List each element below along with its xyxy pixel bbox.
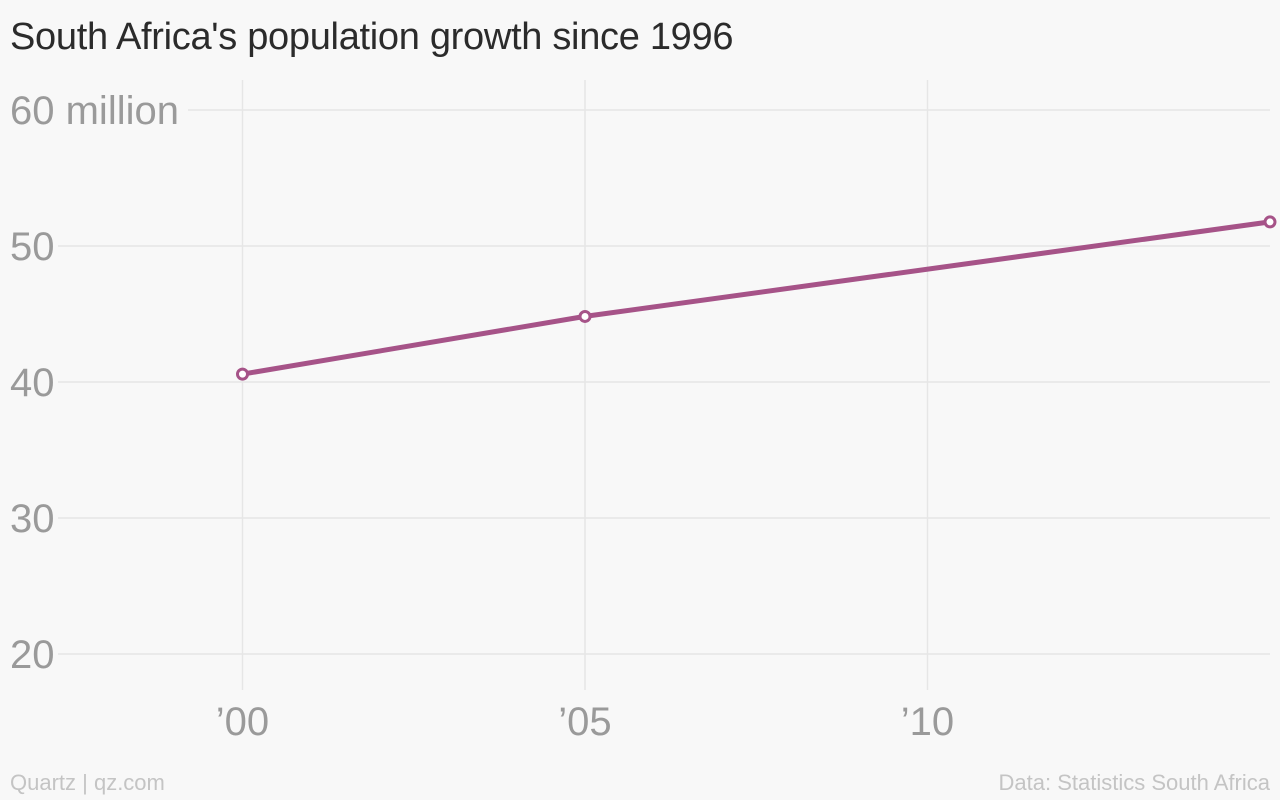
y-tick-label: 50: [10, 225, 55, 269]
x-tick-label: ’00: [216, 700, 269, 744]
footer-source: Data: Statistics South Africa: [998, 770, 1270, 795]
y-axis-ticks: 60 million 50 40 30 20: [10, 89, 179, 677]
data-point: [1263, 215, 1277, 229]
x-tick-label: ’10: [901, 700, 954, 744]
data-point: [578, 309, 592, 323]
series-layer: [236, 215, 1277, 381]
footer-credit: Quartz | qz.com: [10, 770, 165, 795]
x-tick-label: ’05: [558, 700, 611, 744]
chart-title: South Africa's population growth since 1…: [10, 16, 734, 58]
x-axis-ticks: ’00 ’05 ’10: [216, 700, 954, 744]
grid-lines: [58, 80, 1270, 690]
y-tick-label: 40: [10, 361, 55, 405]
y-tick-label: 30: [10, 497, 55, 541]
series-line: [240, 219, 1273, 377]
data-point: [236, 367, 249, 381]
y-tick-label: 20: [10, 633, 55, 677]
y-tick-label: 60 million: [10, 89, 179, 133]
